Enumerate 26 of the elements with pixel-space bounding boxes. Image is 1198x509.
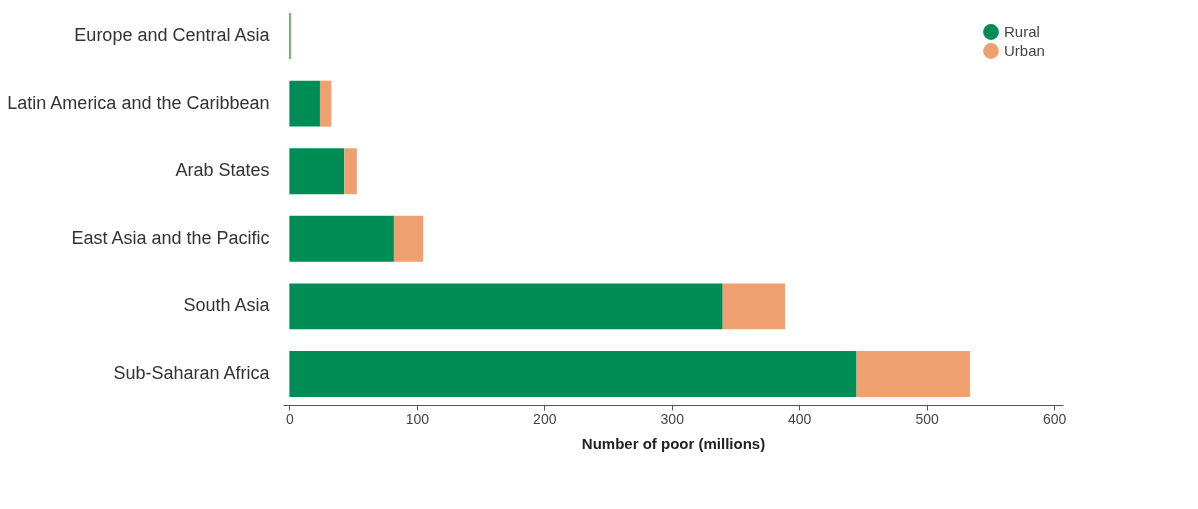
bar	[289, 283, 723, 330]
y-tick-label: Sub-Saharan Africa	[113, 362, 271, 383]
bar	[393, 215, 424, 262]
y-tick-label: South Asia	[183, 295, 271, 316]
x-tick-label: 100	[405, 410, 430, 427]
x-tick-label: 300	[660, 410, 685, 427]
y-tick-label: Europe and Central Asia	[74, 25, 271, 46]
bar	[289, 215, 394, 262]
x-tick-label: 0	[285, 410, 294, 427]
y-tick-label: Latin America and the Caribbean	[7, 92, 270, 113]
bar	[344, 148, 357, 195]
bar	[856, 350, 970, 397]
y-tick-label: Arab States	[175, 160, 270, 181]
x-tick-label: 600	[1042, 410, 1067, 427]
bar	[289, 148, 345, 195]
bar	[289, 80, 320, 127]
x-axis-title: Number of poor (millions)	[581, 434, 766, 452]
x-tick-label: 400	[788, 410, 812, 427]
bar	[722, 283, 786, 330]
bar	[319, 80, 332, 127]
y-tick-label: East Asia and the Pacific	[71, 227, 270, 248]
legend-label: Rural	[1004, 23, 1040, 40]
legend-label: Urban	[1004, 42, 1045, 59]
bar	[289, 350, 857, 397]
x-tick-label: 500	[915, 410, 940, 427]
x-tick-label: 200	[533, 410, 557, 427]
